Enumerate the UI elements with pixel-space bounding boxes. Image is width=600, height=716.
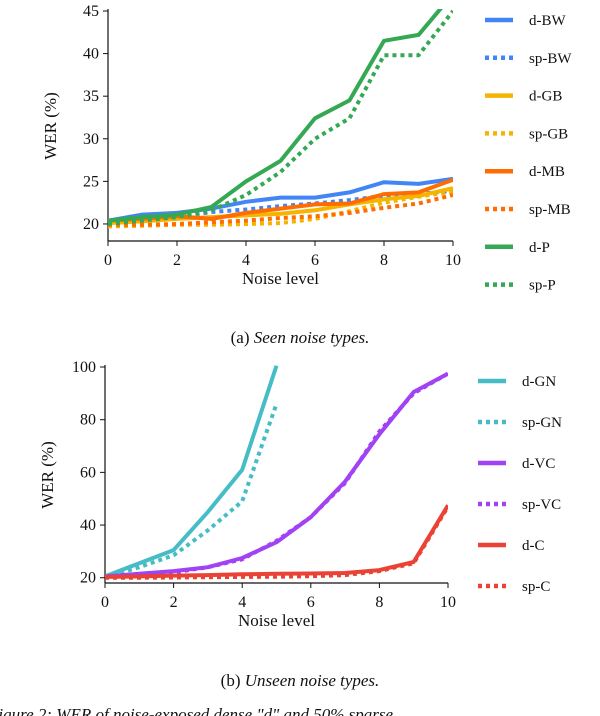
series-line-d-VC <box>105 371 448 579</box>
y-tick-label: 25 <box>83 173 99 190</box>
x-tick-label: 6 <box>311 252 319 269</box>
caption-b: (b) Unseen noise types. <box>221 671 380 690</box>
series-line-sp-VC <box>105 371 448 580</box>
legend-label-d-C: d-C <box>522 538 545 554</box>
y-tick-label: 45 <box>83 3 99 20</box>
legend-label-sp-BW: sp-BW <box>529 51 572 67</box>
x-tick-label: 4 <box>238 594 246 611</box>
series-group <box>105 365 448 580</box>
legend-label-sp-MB: sp-MB <box>529 202 571 218</box>
legend-label-sp-C: sp-C <box>522 579 550 595</box>
y-tick-label: 35 <box>83 88 99 105</box>
series-line-d-GN <box>105 365 279 579</box>
legend-label-d-VC: d-VC <box>522 456 555 472</box>
x-tick-label: 0 <box>101 594 109 611</box>
legend-label-d-BW: d-BW <box>529 13 567 29</box>
y-tick-label: 80 <box>80 412 96 429</box>
legend-label-d-GN: d-GN <box>522 374 556 390</box>
x-tick-label: 4 <box>242 252 250 269</box>
legend-label-sp-GN: sp-GN <box>522 415 562 431</box>
series-line-sp-MB <box>108 193 453 227</box>
x-tick-label: 2 <box>173 252 181 269</box>
x-tick-label: 0 <box>104 252 112 269</box>
x-axis-label: Noise level <box>238 611 315 630</box>
legend-label-d-GB: d-GB <box>529 89 562 105</box>
x-tick-label: 6 <box>307 594 315 611</box>
series-group <box>108 9 453 229</box>
legend-label-sp-VC: sp-VC <box>522 497 561 513</box>
figure-caption: Figure 2: WER of noise-exposed dense "d"… <box>0 705 393 716</box>
series-line-sp-GN <box>105 403 279 580</box>
series-line-sp-C <box>105 505 448 580</box>
y-tick-label: 20 <box>83 216 99 233</box>
y-tick-label: 100 <box>72 359 96 376</box>
legend-label-d-P: d-P <box>529 240 550 256</box>
legend-label-sp-GB: sp-GB <box>529 126 568 142</box>
y-tick-label: 60 <box>80 464 96 481</box>
x-tick-label: 2 <box>170 594 178 611</box>
y-axis-label: WER (%) <box>41 92 60 160</box>
y-tick-label: 20 <box>80 570 96 587</box>
chart-unseen-noise: 20 40 60 80 100 0 2 4 6 8 10 Noise level WER (%) d-GN… <box>38 359 562 630</box>
legend-label-sp-P: sp-P <box>529 278 556 294</box>
caption-a: (a) Seen noise types. <box>231 328 370 347</box>
chart-seen-noise: 20 25 30 35 40 45 0 2 4 6 8 10 Noise level WER (%) d-B… <box>41 3 572 294</box>
series-line-sp-P <box>108 9 453 226</box>
x-tick-label: 10 <box>440 594 456 611</box>
series-line-d-P <box>108 9 443 223</box>
y-tick-label: 40 <box>83 46 99 63</box>
x-tick-label: 8 <box>380 252 388 269</box>
y-tick-label: 40 <box>80 517 96 534</box>
legend-label-d-MB: d-MB <box>529 164 565 180</box>
y-axis-label: WER (%) <box>38 441 57 509</box>
x-tick-label: 10 <box>445 252 461 269</box>
x-axis-label: Noise level <box>242 269 319 288</box>
y-tick-label: 30 <box>83 131 99 148</box>
x-tick-label: 8 <box>375 594 383 611</box>
